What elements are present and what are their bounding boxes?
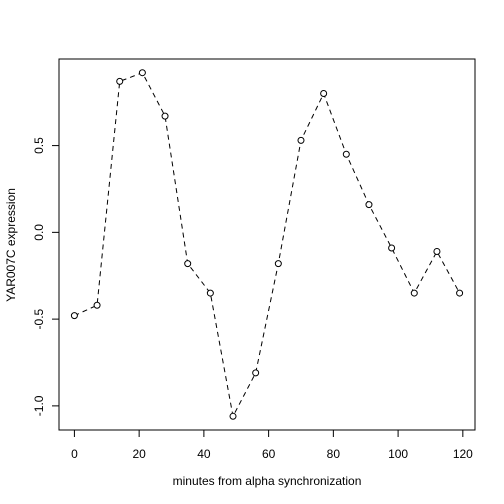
y-tick-label: 0.5 bbox=[32, 137, 46, 154]
y-tick-label: -1.0 bbox=[32, 395, 46, 416]
data-point bbox=[138, 69, 146, 77]
x-tick-label: 100 bbox=[388, 447, 408, 461]
y-tick-label: 0.0 bbox=[32, 224, 46, 241]
data-point bbox=[365, 201, 373, 209]
data-point bbox=[229, 412, 237, 420]
series-line bbox=[74, 72, 461, 418]
data-point bbox=[93, 301, 101, 309]
data-point bbox=[70, 312, 78, 320]
data-point bbox=[297, 136, 305, 144]
data-point bbox=[161, 112, 169, 120]
x-axis-label: minutes from alpha synchronization bbox=[173, 474, 362, 488]
data-point bbox=[184, 260, 192, 268]
y-tick-label: -0.5 bbox=[32, 308, 46, 329]
x-tick-label: 20 bbox=[132, 447, 146, 461]
x-tick-label: 40 bbox=[197, 447, 211, 461]
data-point bbox=[206, 289, 214, 297]
y-axis-label: YAR007C expression bbox=[4, 188, 18, 302]
x-tick-label: 0 bbox=[71, 447, 78, 461]
data-point bbox=[320, 90, 328, 98]
plot-frame bbox=[58, 58, 476, 431]
data-point bbox=[342, 150, 350, 158]
x-tick-label: 60 bbox=[262, 447, 276, 461]
data-point bbox=[410, 289, 418, 297]
data-point bbox=[433, 247, 441, 255]
x-tick-label: 80 bbox=[327, 447, 341, 461]
data-point bbox=[252, 369, 260, 377]
data-point bbox=[456, 289, 464, 297]
data-point bbox=[116, 77, 124, 85]
data-point bbox=[274, 260, 282, 268]
data-point bbox=[388, 244, 396, 252]
x-tick-label: 120 bbox=[453, 447, 473, 461]
